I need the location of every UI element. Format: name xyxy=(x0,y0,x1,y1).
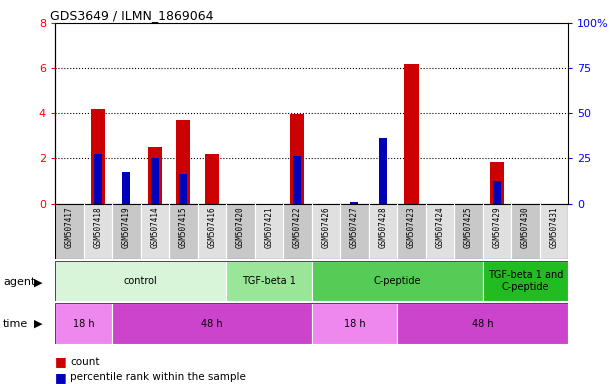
Bar xyxy=(55,261,226,301)
Text: GSM507431: GSM507431 xyxy=(549,206,558,248)
Bar xyxy=(483,261,568,301)
Bar xyxy=(176,120,191,204)
Text: C-peptide: C-peptide xyxy=(373,276,421,286)
Text: ▶: ▶ xyxy=(34,277,42,287)
Bar xyxy=(112,204,141,259)
Text: GSM507423: GSM507423 xyxy=(407,206,416,248)
Bar xyxy=(379,138,387,204)
Bar xyxy=(397,204,426,259)
Text: GSM507414: GSM507414 xyxy=(150,206,159,248)
Text: TGF-beta 1: TGF-beta 1 xyxy=(242,276,296,286)
Text: 18 h: 18 h xyxy=(73,318,94,329)
Text: ■: ■ xyxy=(55,371,67,384)
Bar xyxy=(55,303,112,344)
Text: GDS3649 / ILMN_1869064: GDS3649 / ILMN_1869064 xyxy=(50,9,213,22)
Bar xyxy=(205,154,219,204)
Bar xyxy=(312,303,397,344)
Text: count: count xyxy=(70,357,100,367)
Text: GSM507415: GSM507415 xyxy=(179,206,188,248)
Bar xyxy=(226,261,312,301)
Bar xyxy=(404,64,419,204)
Bar xyxy=(94,154,101,204)
Bar xyxy=(540,204,568,259)
Bar xyxy=(197,204,226,259)
Text: GSM507426: GSM507426 xyxy=(321,206,331,248)
Bar xyxy=(226,204,255,259)
Bar xyxy=(290,114,304,204)
Bar xyxy=(312,204,340,259)
Bar xyxy=(90,109,105,204)
Bar xyxy=(141,204,169,259)
Text: GSM507421: GSM507421 xyxy=(265,206,273,248)
Text: percentile rank within the sample: percentile rank within the sample xyxy=(70,372,246,382)
Bar xyxy=(340,204,368,259)
Bar xyxy=(426,204,454,259)
Bar xyxy=(511,204,540,259)
Bar xyxy=(112,303,312,344)
Bar xyxy=(490,162,504,204)
Bar xyxy=(84,204,112,259)
Bar xyxy=(122,172,130,204)
Bar xyxy=(283,204,312,259)
Bar xyxy=(368,204,397,259)
Bar xyxy=(169,204,197,259)
Bar xyxy=(454,204,483,259)
Text: time: time xyxy=(3,319,28,329)
Text: GSM507420: GSM507420 xyxy=(236,206,245,248)
Bar xyxy=(493,181,501,204)
Bar xyxy=(397,303,568,344)
Text: 48 h: 48 h xyxy=(472,318,494,329)
Text: GSM507416: GSM507416 xyxy=(207,206,216,248)
Text: ▶: ▶ xyxy=(34,319,42,329)
Text: GSM507429: GSM507429 xyxy=(492,206,502,248)
Text: GSM507430: GSM507430 xyxy=(521,206,530,248)
Text: GSM507417: GSM507417 xyxy=(65,206,74,248)
Text: ■: ■ xyxy=(55,355,67,368)
Text: GSM507418: GSM507418 xyxy=(93,206,102,248)
Text: TGF-beta 1 and
C-peptide: TGF-beta 1 and C-peptide xyxy=(488,270,563,292)
Text: GSM507428: GSM507428 xyxy=(378,206,387,248)
Bar xyxy=(255,204,283,259)
Text: GSM507419: GSM507419 xyxy=(122,206,131,248)
Text: control: control xyxy=(123,276,158,286)
Bar xyxy=(351,202,358,204)
Text: agent: agent xyxy=(3,277,35,287)
Text: GSM507425: GSM507425 xyxy=(464,206,473,248)
Bar xyxy=(151,159,159,204)
Bar xyxy=(483,204,511,259)
Text: GSM507424: GSM507424 xyxy=(436,206,444,248)
Text: 48 h: 48 h xyxy=(201,318,222,329)
Bar xyxy=(312,261,483,301)
Bar xyxy=(55,204,84,259)
Text: GSM507422: GSM507422 xyxy=(293,206,302,248)
Text: 18 h: 18 h xyxy=(343,318,365,329)
Bar xyxy=(180,174,187,204)
Bar xyxy=(148,147,162,204)
Bar xyxy=(293,156,301,204)
Text: GSM507427: GSM507427 xyxy=(350,206,359,248)
